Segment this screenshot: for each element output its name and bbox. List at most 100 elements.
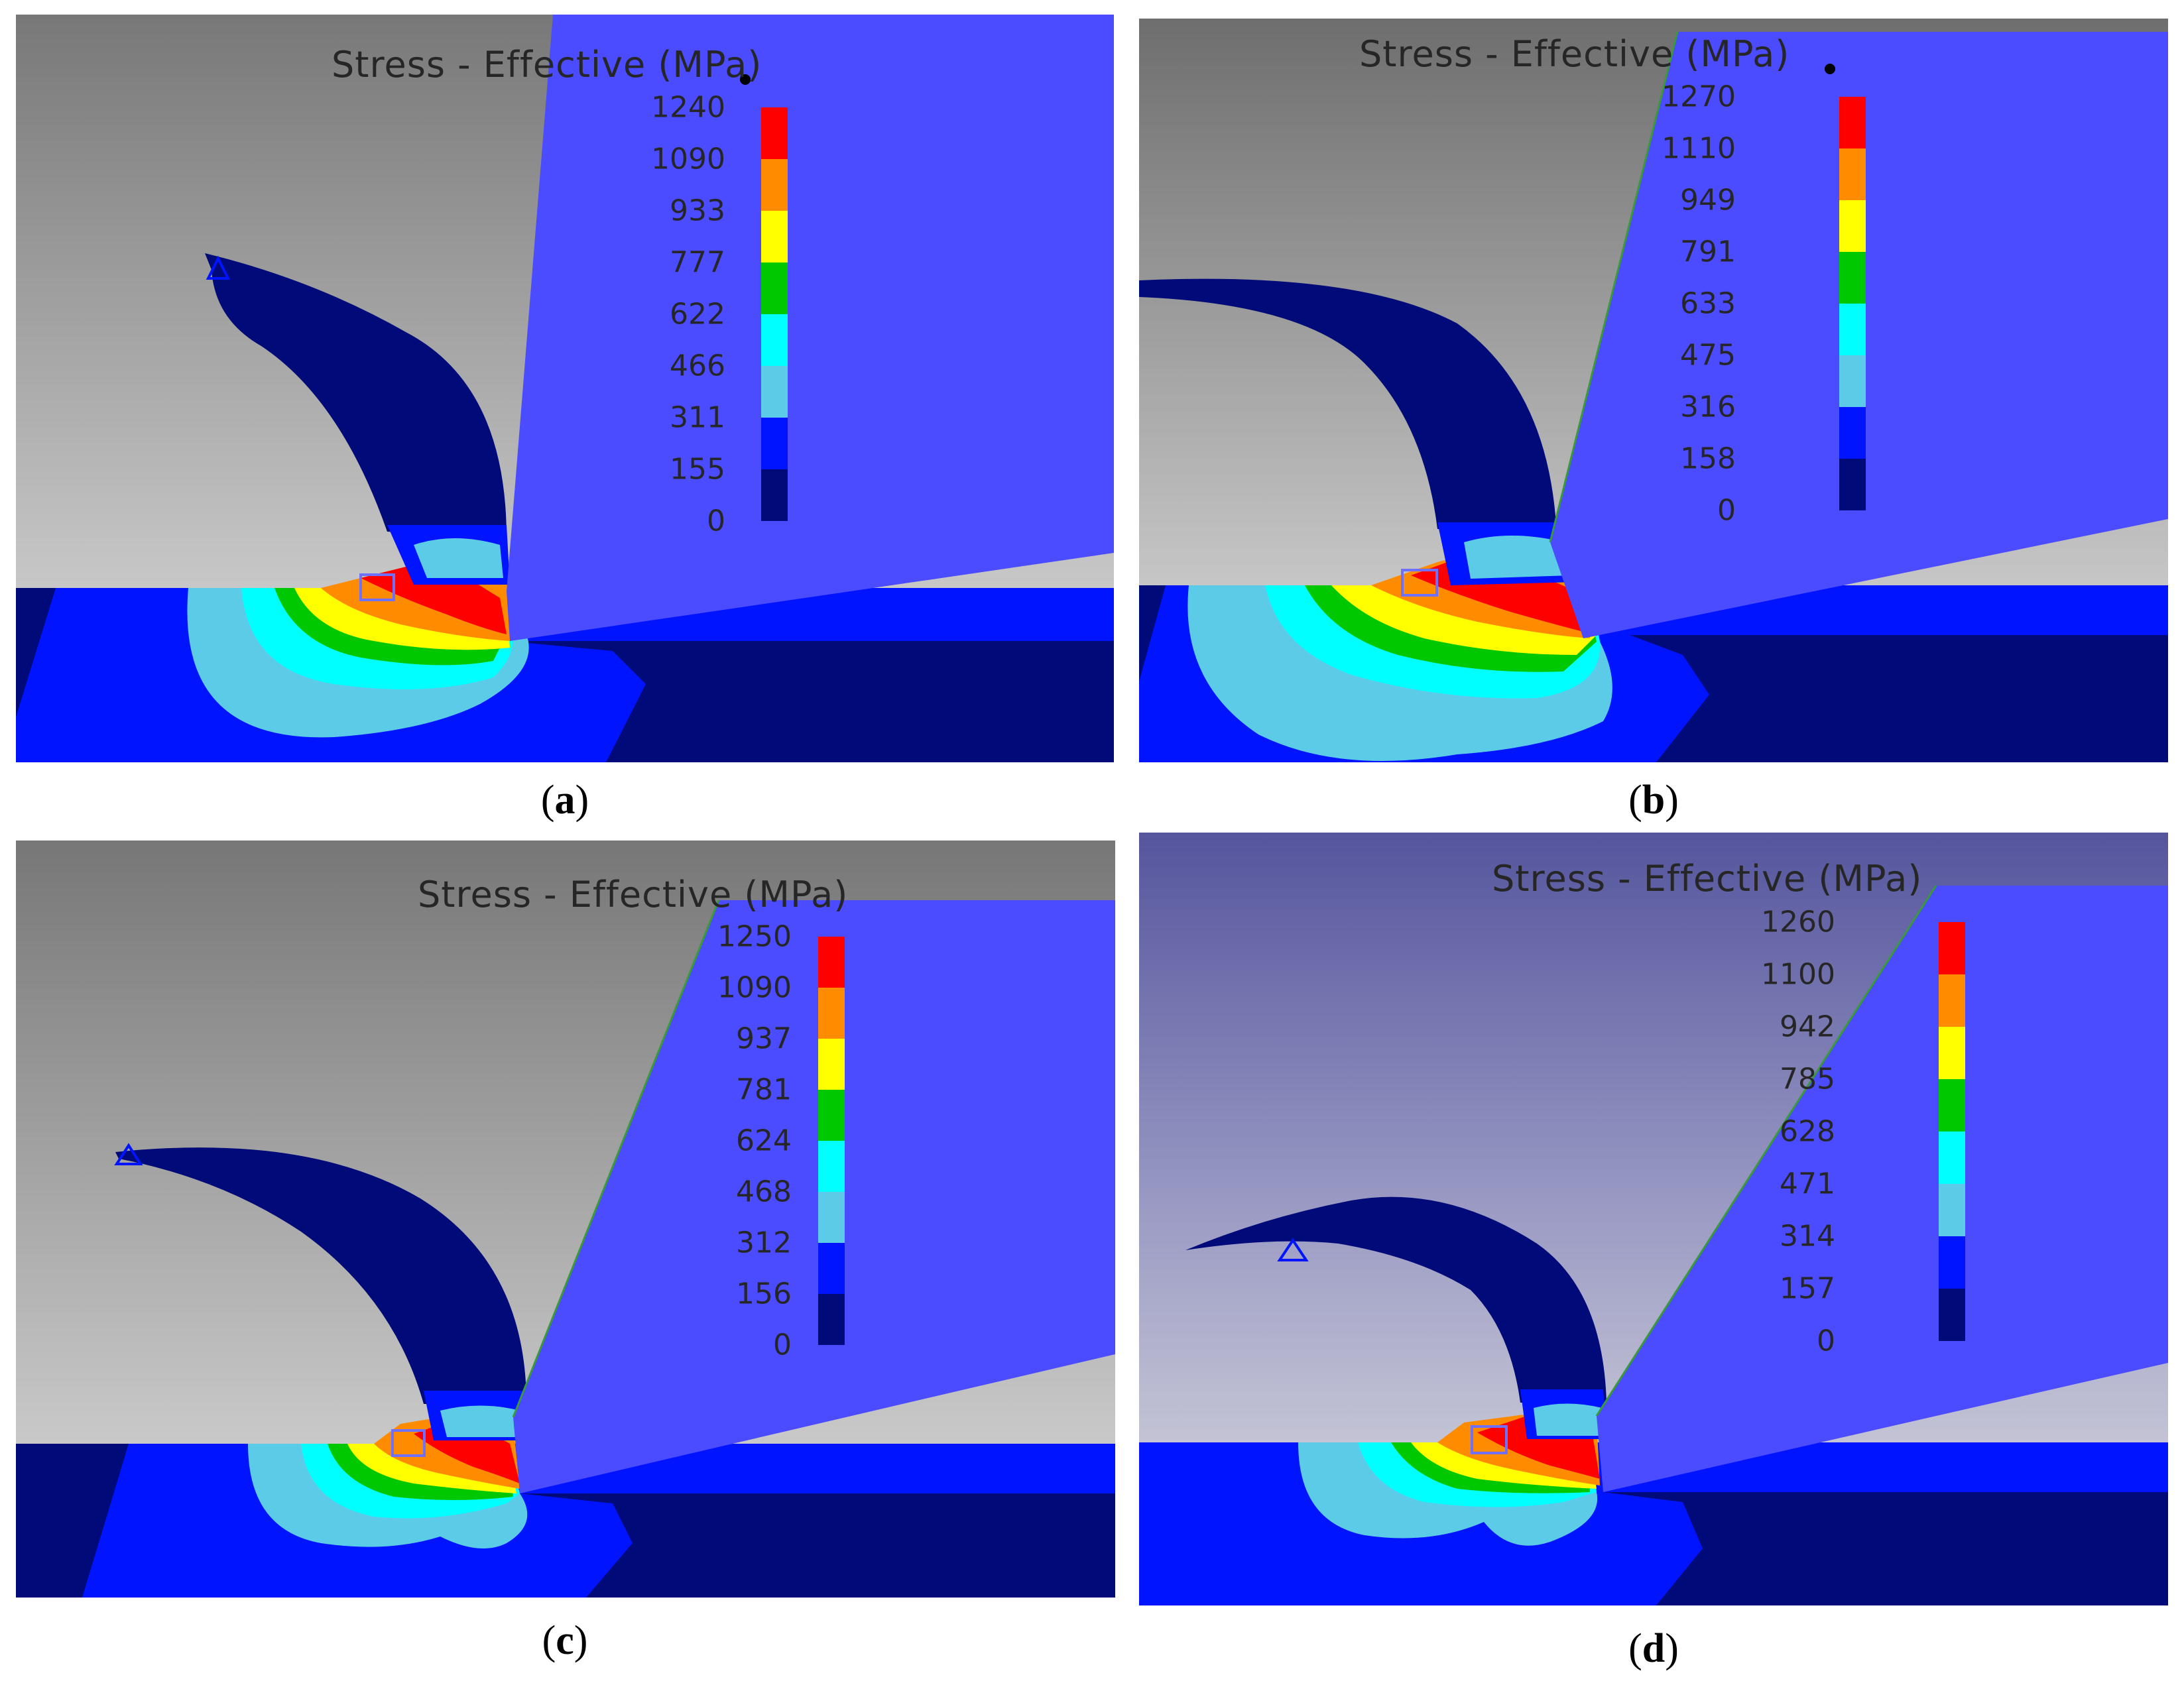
legend-tick-label: 158: [1680, 441, 1736, 476]
simulation-view-a: [16, 15, 1114, 762]
panel-c: Stress - Effective (MPa) 1250 1090 937 781 6…: [16, 841, 1115, 1598]
legend-ticks: 1270 1110 949 791 633 475 316 158 0: [1603, 19, 1736, 762]
tool-edge: [1595, 885, 1937, 1417]
legend-color-segment: [818, 1192, 845, 1243]
legend-tick-label: 1240: [651, 90, 725, 125]
legend-tick-label: 1250: [717, 919, 792, 954]
legend-tick-label: 0: [707, 504, 725, 538]
tool-marker-square: [359, 573, 395, 601]
workpiece-uncut-dark: [16, 1444, 129, 1598]
legend-tick-label: 624: [736, 1124, 792, 1158]
legend-color-segment: [1939, 1132, 1965, 1184]
simulation-view-d: [1139, 833, 2168, 1605]
simulation-view-b: [1139, 19, 2168, 762]
legend-color-segment: [761, 366, 788, 418]
legend-title: Stress - Effective (MPa): [1359, 33, 1790, 75]
tool-edge: [512, 900, 720, 1418]
legend-colorbar: [1939, 922, 1965, 1341]
legend-color-segment: [1839, 407, 1866, 459]
chip: [1185, 1196, 1607, 1403]
panel-a: Stress - Effective (MPa) 1240 1090 933 777 6…: [16, 15, 1114, 762]
tool-marker-square: [1401, 569, 1438, 597]
legend-tick-label: 1090: [651, 142, 725, 176]
legend-title: Stress - Effective (MPa): [418, 874, 849, 915]
legend-tick-label: 633: [1680, 286, 1736, 321]
legend-color-segment: [1939, 974, 1965, 1027]
legend-tick-label: 475: [1680, 338, 1736, 373]
legend-tick-label: 468: [736, 1175, 792, 1209]
legend-tick-label: 785: [1780, 1062, 1835, 1096]
legend-tick-label: 777: [670, 245, 725, 280]
panel-b: Stress - Effective (MPa) 1270 1110 949 791 6…: [1139, 19, 2168, 762]
legend-color-segment: [818, 1039, 845, 1090]
cutting-tool: [513, 900, 1115, 1493]
legend-color-segment: [1939, 1079, 1965, 1132]
legend-colorbar: [1839, 97, 1866, 510]
legend-tick-label: 155: [670, 452, 725, 487]
legend-tick-label: 0: [773, 1328, 792, 1362]
legend-color-segment: [1939, 1184, 1965, 1236]
caption-d: (d): [1628, 1626, 1679, 1671]
legend-tick-label: 1100: [1761, 957, 1835, 992]
legend-color-segment: [761, 211, 788, 262]
chip-root-cyan: [440, 1405, 521, 1437]
legend-tick-label: 622: [670, 297, 725, 331]
workpiece-machined-dark: [520, 1493, 1115, 1598]
cutting-tool: [507, 15, 1114, 641]
legend-tick-label: 316: [1680, 390, 1736, 424]
tool-marker-square: [1471, 1425, 1508, 1454]
legend-color-segment: [761, 469, 788, 521]
legend-tick-label: 791: [1680, 235, 1736, 269]
legend-color-segment: [1839, 459, 1866, 510]
workpiece-machined-dark: [507, 641, 1114, 762]
chip: [1139, 278, 1557, 536]
legend-tick-label: 314: [1780, 1219, 1835, 1253]
legend-color-segment: [1839, 252, 1866, 304]
legend-tick-label: 937: [736, 1021, 792, 1056]
legend-color-segment: [1939, 922, 1965, 974]
legend-ticks: 1260 1100 942 785 628 471 314 157 0: [1703, 833, 1835, 1605]
tool-edge: [1549, 31, 1679, 543]
legend-tick-label: 781: [736, 1073, 792, 1107]
legend-tick-label: 1090: [717, 970, 792, 1005]
legend-color-segment: [761, 107, 788, 159]
legend-color-segment: [818, 988, 845, 1039]
legend-color-segment: [1839, 304, 1866, 355]
legend-tick-label: 311: [670, 400, 725, 435]
legend-color-segment: [1839, 97, 1866, 148]
legend-color-segment: [761, 418, 788, 469]
stress-zone-red: [361, 558, 507, 634]
legend-color-segment: [1939, 1027, 1965, 1079]
tool-marker-triangle: [206, 255, 231, 280]
legend-tick-label: 628: [1780, 1114, 1835, 1149]
legend-tick-label: 933: [670, 194, 725, 228]
legend-color-segment: [818, 1090, 845, 1141]
legend-color-segment: [818, 1243, 845, 1294]
legend-tick-label: 0: [1717, 493, 1736, 528]
legend-tick-label: 312: [736, 1226, 792, 1260]
legend-title: Stress - Effective (MPa): [332, 44, 762, 86]
legend-color-segment: [761, 314, 788, 366]
legend-tick-label: 471: [1780, 1167, 1835, 1201]
cutting-tool: [1597, 886, 2168, 1492]
legend-title: Stress - Effective (MPa): [1492, 858, 1923, 900]
legend-color-segment: [1839, 200, 1866, 252]
legend-tick-label: 942: [1780, 1010, 1835, 1044]
legend-tick-label: 949: [1680, 183, 1736, 217]
legend-colorbar: [818, 937, 845, 1345]
legend-colorbar: [761, 107, 788, 521]
legend-color-segment: [1839, 355, 1866, 407]
legend-ticks: 1250 1090 937 781 624 468 312 156 0: [666, 841, 792, 1598]
caption-a: (a): [540, 778, 589, 823]
tool-marker-square: [391, 1429, 426, 1457]
tool-marker-triangle: [114, 1143, 143, 1165]
legend-tick-label: 157: [1780, 1271, 1835, 1306]
tool-marker-triangle: [1277, 1238, 1309, 1261]
legend-color-segment: [1939, 1289, 1965, 1341]
chip: [115, 1147, 526, 1404]
legend-color-segment: [818, 1141, 845, 1192]
workpiece-uncut-dark: [16, 588, 56, 717]
title-dot: [740, 74, 751, 85]
workpiece-machined-dark: [1630, 635, 2168, 762]
legend-tick-label: 156: [736, 1277, 792, 1311]
